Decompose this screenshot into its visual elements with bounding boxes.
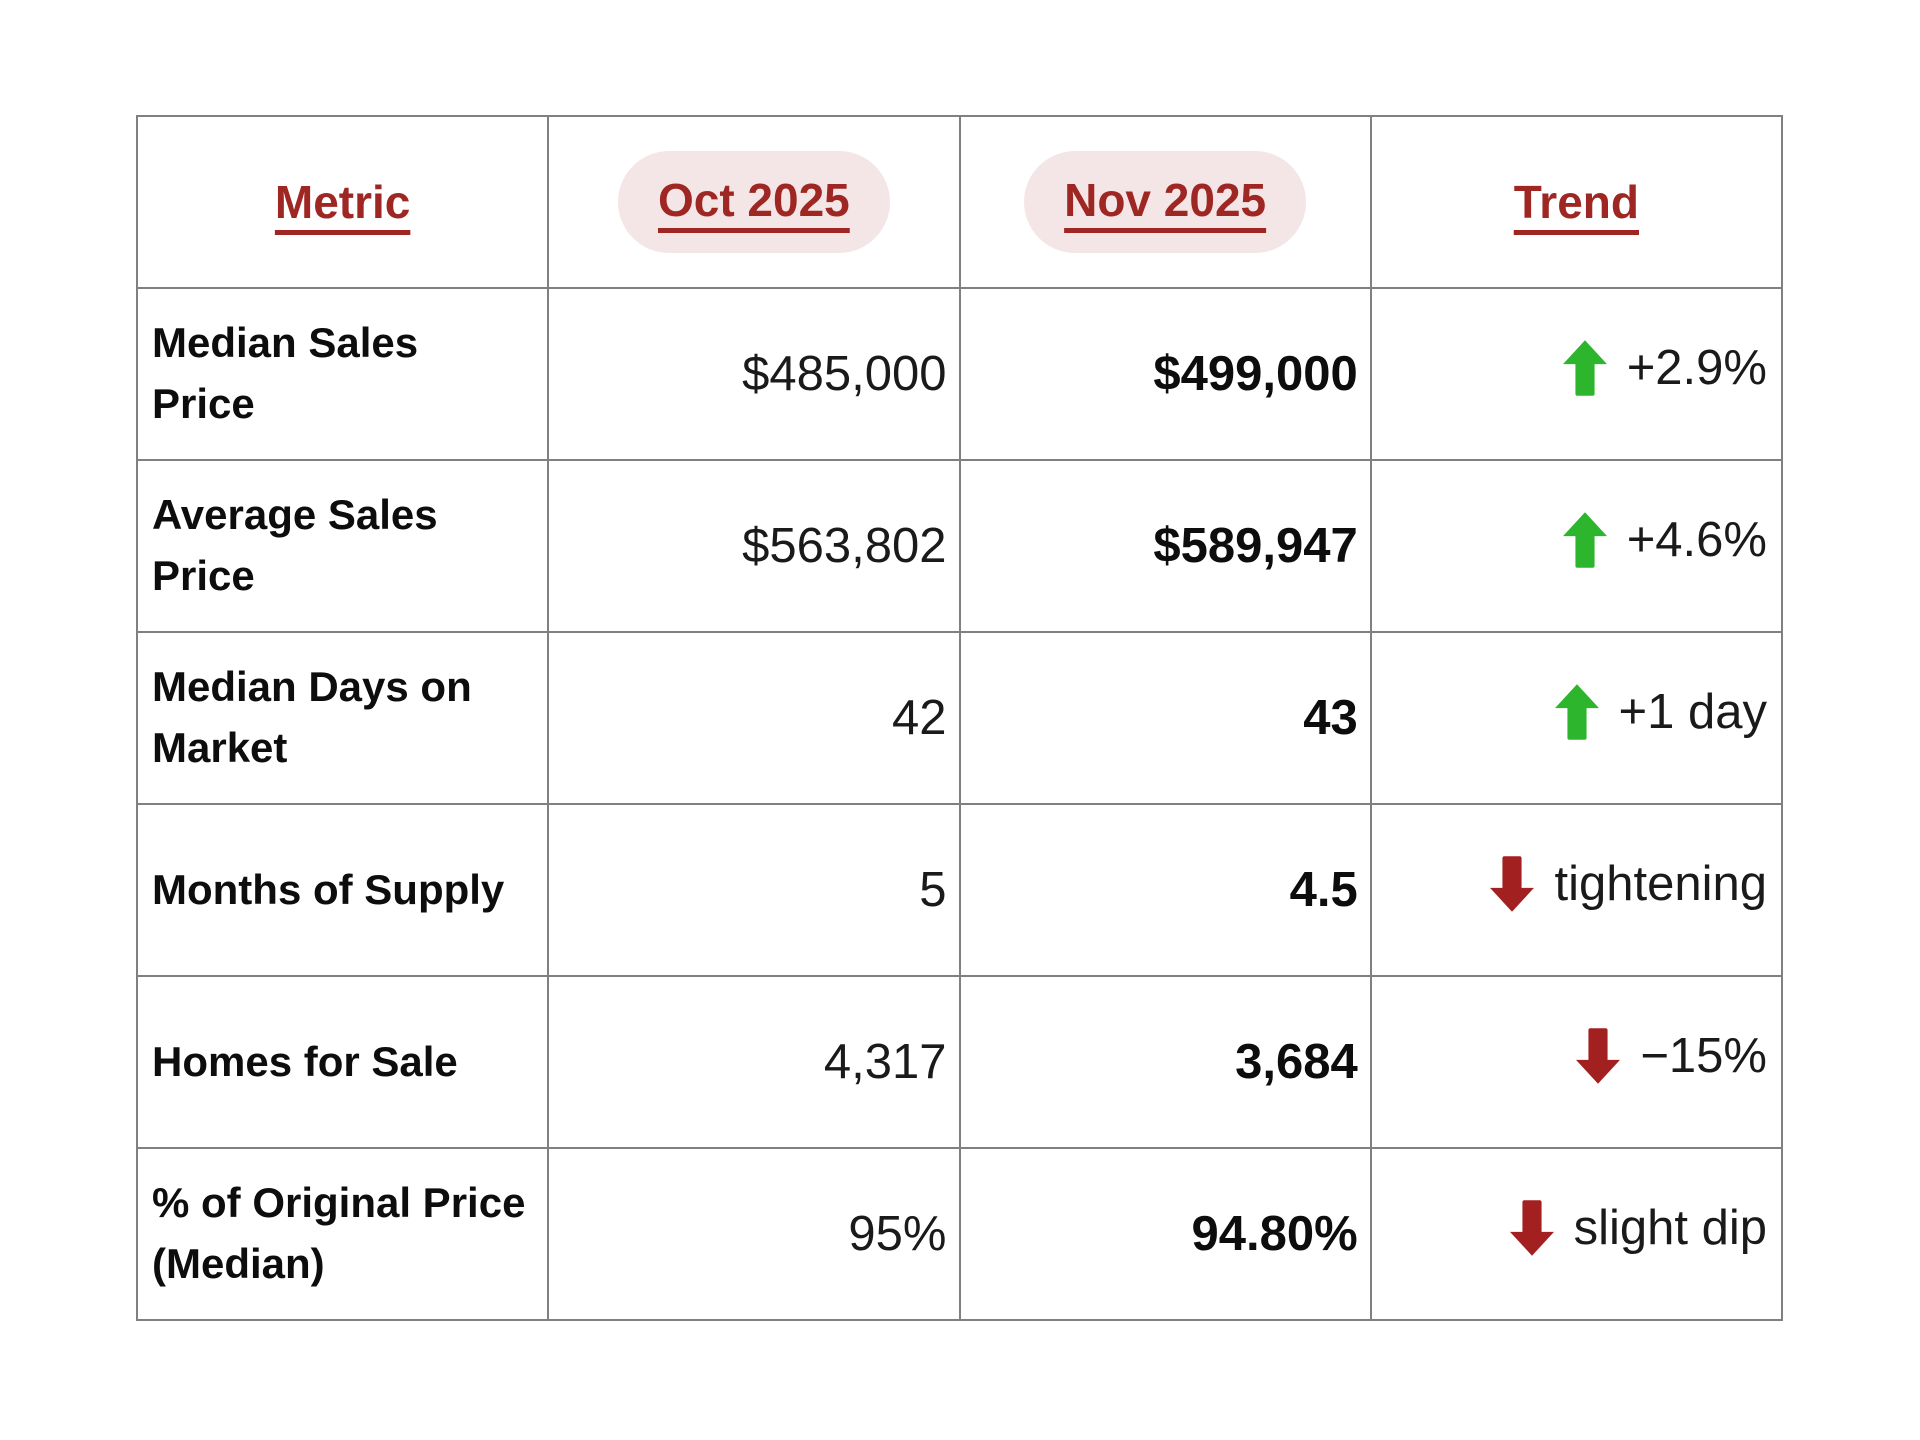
trend-cell: +4.6% bbox=[1369, 459, 1784, 633]
table-row-median-days-on-market: Median Days on Market 42 43 +1 day bbox=[135, 631, 1784, 805]
column-header-label: Metric bbox=[274, 176, 411, 228]
trend-cell: +1 day bbox=[1369, 631, 1784, 805]
header-pill: Nov 2025 bbox=[1024, 151, 1307, 253]
trend-up-arrow-icon bbox=[1554, 684, 1599, 740]
trend-indicator: slight dip bbox=[1509, 1200, 1767, 1256]
trend-label: +2.9% bbox=[1626, 341, 1767, 395]
oct-value-cell: 95% bbox=[547, 1147, 961, 1321]
column-header-oct-2025: Oct 2025 bbox=[547, 115, 961, 289]
metric-cell: Months of Supply bbox=[135, 803, 550, 977]
oct-value-cell: 5 bbox=[547, 803, 961, 977]
trend-down-arrow-icon bbox=[1490, 856, 1535, 912]
oct-value-cell: $485,000 bbox=[547, 287, 961, 461]
trend-label: +4.6% bbox=[1626, 513, 1767, 567]
column-header-label: Oct 2025 bbox=[657, 174, 850, 226]
trend-indicator: tightening bbox=[1490, 856, 1767, 912]
market-stats-table: Metric Oct 2025 Nov 2025 Trend Median Sa… bbox=[135, 115, 1784, 1321]
trend-cell: +2.9% bbox=[1369, 287, 1784, 461]
table-row-of-original-price-median: % of Original Price (Median) 95% 94.80% … bbox=[135, 1147, 1784, 1321]
nov-value-cell: 94.80% bbox=[958, 1147, 1372, 1321]
trend-down-arrow-icon bbox=[1576, 1028, 1621, 1084]
column-header-label: Nov 2025 bbox=[1064, 174, 1267, 226]
column-header-trend: Trend bbox=[1369, 115, 1784, 289]
nov-value-cell: $589,947 bbox=[958, 459, 1372, 633]
column-header-nov-2025: Nov 2025 bbox=[958, 115, 1372, 289]
table-row-months-of-supply: Months of Supply 5 4.5 tightening bbox=[135, 803, 1784, 977]
oct-value-cell: 42 bbox=[547, 631, 961, 805]
trend-up-arrow-icon bbox=[1562, 340, 1607, 396]
trend-label: tightening bbox=[1554, 857, 1767, 911]
oct-value-cell: $563,802 bbox=[547, 459, 961, 633]
table-row-median-sales-price: Median Sales Price $485,000 $499,000 +2.… bbox=[135, 287, 1784, 461]
column-header-label: Trend bbox=[1513, 176, 1639, 228]
header-pill: Oct 2025 bbox=[617, 151, 890, 253]
nov-value-cell: 3,684 bbox=[958, 975, 1372, 1149]
trend-up-arrow-icon bbox=[1562, 512, 1607, 568]
trend-cell: −15% bbox=[1369, 975, 1784, 1149]
nov-value-cell: $499,000 bbox=[958, 287, 1372, 461]
table-header-row: Metric Oct 2025 Nov 2025 Trend bbox=[135, 115, 1784, 289]
metric-cell: Average Sales Price bbox=[135, 459, 550, 633]
table-row-average-sales-price: Average Sales Price $563,802 $589,947 +4… bbox=[135, 459, 1784, 633]
nov-value-cell: 4.5 bbox=[958, 803, 1372, 977]
metric-cell: Homes for Sale bbox=[135, 975, 550, 1149]
metric-cell: % of Original Price (Median) bbox=[135, 1147, 550, 1321]
column-header-metric: Metric bbox=[135, 115, 550, 289]
trend-label: −15% bbox=[1640, 1029, 1767, 1083]
trend-indicator: +2.9% bbox=[1562, 340, 1767, 396]
trend-indicator: −15% bbox=[1576, 1028, 1767, 1084]
trend-indicator: +4.6% bbox=[1562, 512, 1767, 568]
trend-label: slight dip bbox=[1573, 1201, 1767, 1255]
trend-cell: slight dip bbox=[1369, 1147, 1784, 1321]
nov-value-cell: 43 bbox=[958, 631, 1372, 805]
trend-indicator: +1 day bbox=[1554, 684, 1767, 740]
metric-cell: Median Days on Market bbox=[135, 631, 550, 805]
trend-down-arrow-icon bbox=[1509, 1200, 1554, 1256]
trend-cell: tightening bbox=[1369, 803, 1784, 977]
trend-label: +1 day bbox=[1618, 685, 1767, 739]
table-row-homes-for-sale: Homes for Sale 4,317 3,684 −15% bbox=[135, 975, 1784, 1149]
metric-cell: Median Sales Price bbox=[135, 287, 550, 461]
oct-value-cell: 4,317 bbox=[547, 975, 961, 1149]
